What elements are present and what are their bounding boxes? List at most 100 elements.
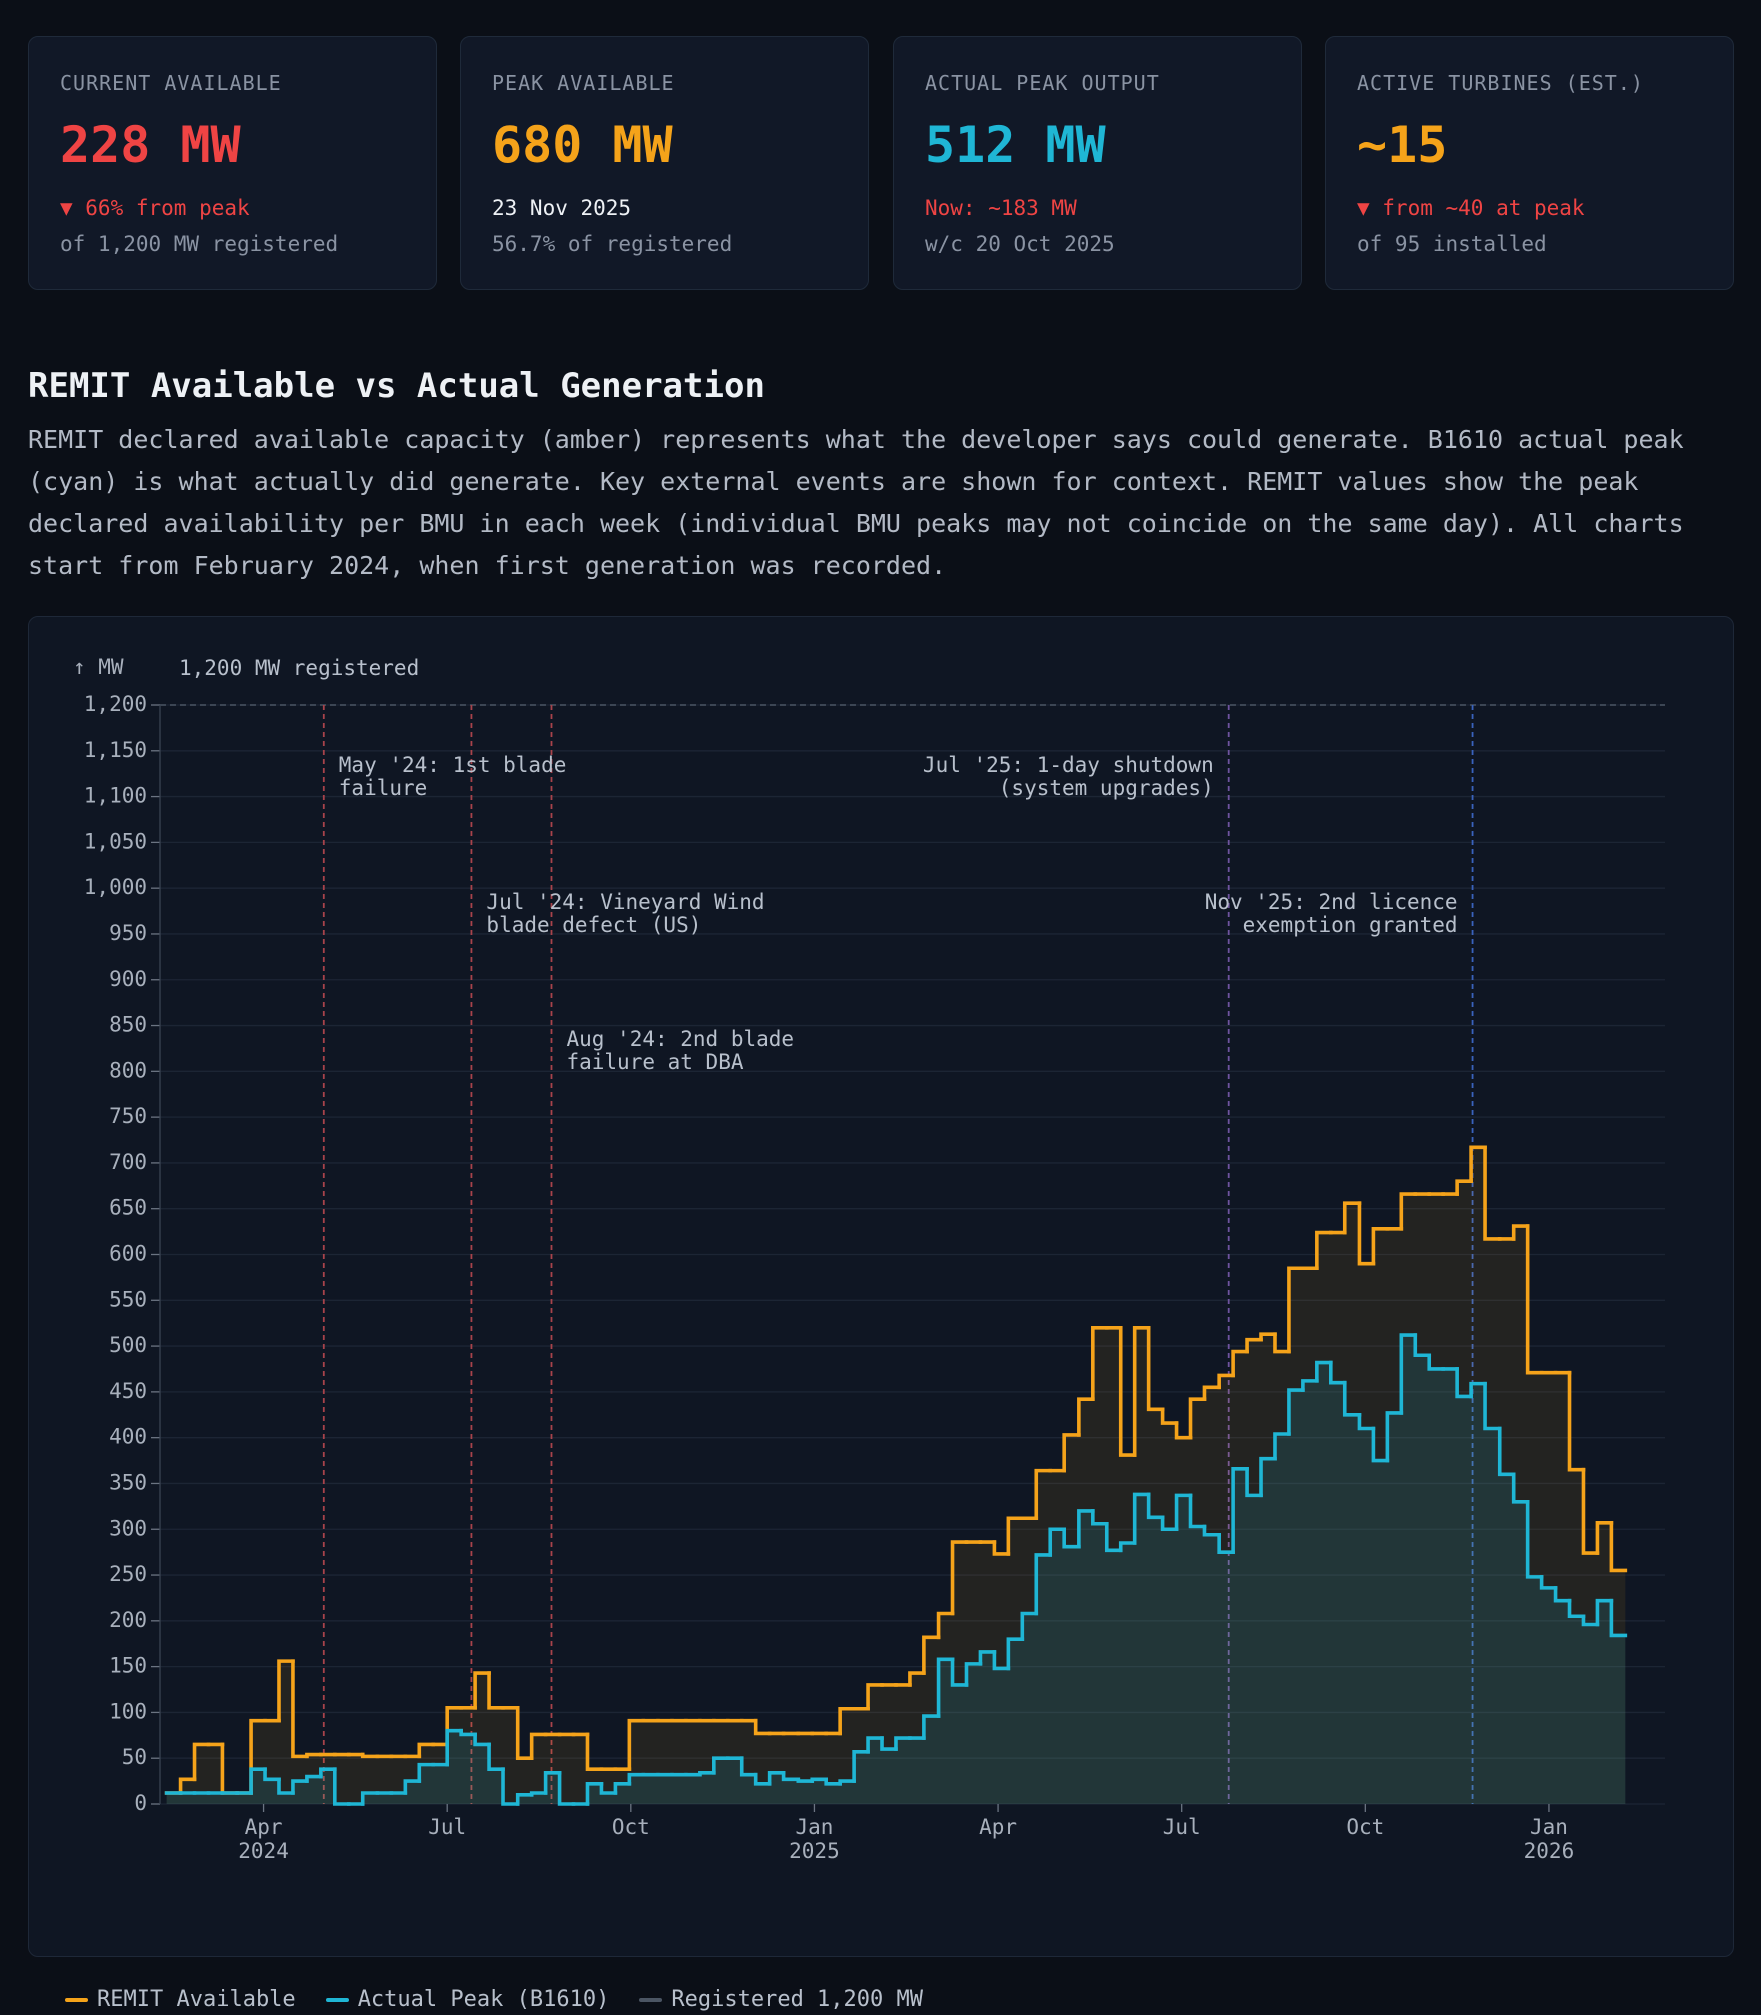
step-segment [1273, 1332, 1291, 1354]
x-tick-label: Oct [1346, 1815, 1385, 1839]
step-segment [291, 1659, 309, 1759]
x-tick-label: Jan 2026 [1523, 1815, 1575, 1863]
section-description: REMIT declared available capacity (amber… [28, 425, 1684, 580]
step-segment [796, 1777, 815, 1783]
event-annotation: Jul '24: Vineyard Wind blade defect (US) [486, 890, 765, 937]
y-tick-label: 0 [134, 1791, 147, 1815]
legend-swatch [639, 1998, 663, 2002]
y-tick-label: 150 [109, 1654, 147, 1678]
step-segment [1202, 1385, 1221, 1402]
step-segment [585, 1782, 604, 1806]
step-segment [1202, 1524, 1221, 1537]
y-axis-label: ↑ MW [73, 655, 124, 679]
step-segment [1483, 1145, 1502, 1241]
step-segment [305, 1752, 323, 1759]
step-segment [1146, 1492, 1165, 1520]
series-line [164, 1333, 1628, 1806]
step-segment [1609, 1521, 1628, 1573]
step-segment [459, 1728, 477, 1737]
kpi-note: of 1,200 MW registered [60, 232, 339, 256]
step-segment [698, 1771, 716, 1777]
step-segment [277, 1777, 295, 1795]
y-tick-label: 600 [109, 1242, 147, 1266]
step-segment [403, 1779, 422, 1795]
event-annotation: May '24: 1st blade failure [338, 753, 567, 800]
step-segment [1146, 1325, 1165, 1412]
kpi-note: of 95 installed [1357, 232, 1547, 256]
y-tick-label: 1,100 [84, 784, 147, 808]
step-segment [1315, 1360, 1333, 1383]
step-segment [585, 1732, 604, 1771]
step-segment [1539, 1575, 1558, 1590]
x-tick-label: Apr [979, 1815, 1018, 1839]
step-segment [1245, 1467, 1263, 1498]
step-segment [291, 1779, 309, 1795]
step-segment [1104, 1521, 1123, 1553]
y-tick-label: 850 [109, 1013, 147, 1037]
legend: REMIT Available Actual Peak (B1610) Regist… [65, 1985, 923, 2015]
step-segment [1259, 1456, 1277, 1498]
step-segment [487, 1671, 505, 1710]
step-segment [936, 1657, 955, 1718]
y-tick-label: 550 [109, 1287, 147, 1311]
y-tick-label: 350 [109, 1470, 147, 1494]
step-segment [627, 1718, 646, 1771]
step-segment [515, 1793, 534, 1806]
step-segment [1581, 1614, 1600, 1627]
step-segment [1525, 1224, 1544, 1375]
x-tick-label: Apr 2024 [238, 1815, 289, 1863]
step-segment [1497, 1426, 1516, 1477]
legend-swatch [65, 1998, 88, 2002]
step-segment [880, 1736, 898, 1751]
step-segment [529, 1732, 548, 1761]
chart: ↑ MW 1,200 MW registered 0 50 100 150 200 250… [73, 655, 1665, 1815]
step-segment [1342, 1201, 1362, 1235]
step-segment [529, 1791, 548, 1797]
x-tick-label: Jul [1162, 1815, 1201, 1839]
step-segment [1342, 1380, 1362, 1417]
kpi-value: 228 MW [60, 116, 241, 174]
step-segment [1455, 1179, 1473, 1196]
step-segment [1581, 1467, 1600, 1555]
area-fill [166, 1147, 1626, 1804]
reference-label: 1,200 MW registered [179, 656, 419, 680]
step-segment [1371, 1426, 1390, 1463]
step-segment [1118, 1541, 1137, 1553]
kpi-delta: Now: ~183 MW [925, 196, 1077, 220]
step-segment [613, 1782, 632, 1795]
y-tick-label: 500 [109, 1333, 147, 1357]
y-tick-label: 250 [109, 1562, 147, 1586]
y-tick-label: 100 [109, 1699, 147, 1723]
section-title: REMIT Available vs Actual Generation [28, 366, 765, 406]
kpi-card: ACTUAL PEAK OUTPUT 512 MW Now: ~183 MW w… [893, 36, 1302, 290]
step-segment [1034, 1553, 1053, 1616]
y-tick-label: 50 [122, 1745, 147, 1769]
step-segment [1132, 1492, 1151, 1545]
step-segment [1595, 1521, 1614, 1555]
step-segment [178, 1777, 197, 1795]
legend-item: Actual Peak (B1610) [325, 1985, 609, 2015]
y-tick-label: 1,200 [84, 692, 147, 716]
step-segment [1315, 1230, 1333, 1271]
kpi-label: PEAK AVAILABLE [492, 71, 675, 95]
step-segment [445, 1728, 463, 1767]
step-segment [950, 1540, 969, 1616]
step-segment [1188, 1397, 1207, 1440]
step-segment [360, 1752, 380, 1759]
step-segment [1273, 1432, 1291, 1461]
step-segment [220, 1742, 239, 1795]
step-segment [473, 1671, 491, 1710]
y-tick-label: 450 [109, 1379, 147, 1403]
step-segment [1329, 1360, 1347, 1385]
step-segment [1427, 1353, 1445, 1371]
step-segment [263, 1767, 281, 1782]
step-segment [1609, 1598, 1628, 1638]
step-segment [1511, 1224, 1530, 1241]
step-segment [1034, 1468, 1053, 1521]
step-segment [277, 1659, 295, 1723]
kpi-note: w/c 20 Oct 2025 [925, 232, 1115, 256]
kpi-delta: ▼ from ~40 at peak [1357, 196, 1585, 220]
step-segment [487, 1742, 505, 1771]
kpi-value: 512 MW [925, 116, 1106, 174]
step-segment [1091, 1325, 1109, 1402]
